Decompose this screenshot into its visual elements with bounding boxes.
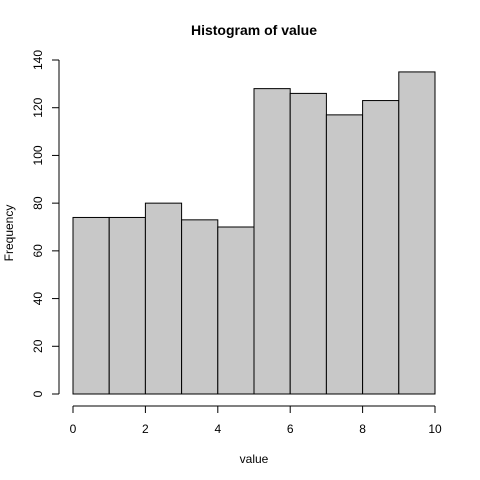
y-axis-label: Frequency	[2, 205, 16, 262]
x-axis-label: value	[240, 452, 269, 466]
y-tick-label: 140	[31, 50, 45, 70]
x-tick-label: 8	[359, 422, 366, 436]
x-axis: 0 2 4 6 8 10	[70, 405, 442, 436]
x-tick-label: 6	[287, 422, 294, 436]
x-tick-label: 2	[142, 422, 149, 436]
chart-title: Histogram of value	[191, 22, 317, 38]
y-tick-label: 20	[31, 339, 45, 353]
histogram-bar-9	[398, 71, 436, 395]
histogram-bar-6	[289, 92, 327, 395]
histogram-bar-4	[217, 226, 255, 395]
histogram-bar-7	[325, 114, 364, 395]
histogram-bar-0	[72, 216, 110, 395]
histogram-bar-2	[144, 202, 183, 395]
histogram-bar-5	[253, 88, 291, 395]
y-axis: 0 20 40 60 80 100 120 140	[31, 50, 60, 397]
bars-group	[72, 71, 436, 395]
y-tick-label: 0	[31, 390, 45, 397]
x-tick-label: 4	[214, 422, 221, 436]
histogram-bar-3	[181, 219, 219, 395]
histogram-bar-1	[108, 216, 146, 395]
y-tick-label: 40	[31, 292, 45, 306]
y-tick-label: 120	[31, 97, 45, 117]
histogram-bar-8	[362, 100, 400, 395]
y-tick-label: 100	[31, 145, 45, 165]
x-tick-label: 10	[428, 422, 442, 436]
y-tick-label: 80	[31, 196, 45, 210]
y-tick-label: 60	[31, 244, 45, 258]
x-tick-label: 0	[70, 422, 77, 436]
